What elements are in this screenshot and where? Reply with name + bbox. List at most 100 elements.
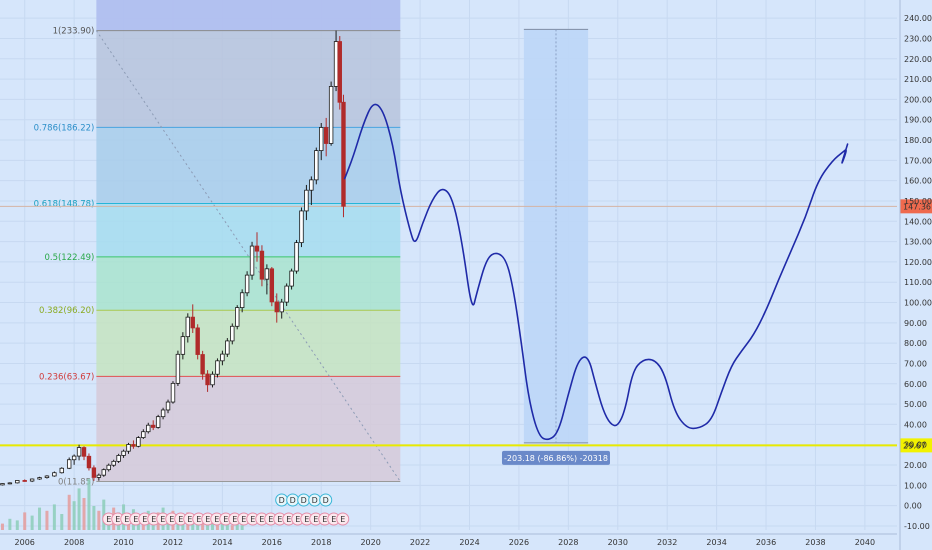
volume-bar [52,504,56,530]
candle-body [7,482,13,485]
volume-bar [201,520,205,530]
volume-bar [8,518,12,530]
earnings-marker-label: E [196,515,201,524]
earnings-marker-label: E [106,515,111,524]
candle-body [215,360,220,375]
candle-body [314,150,319,181]
earnings-marker-label: E [142,515,147,524]
candle-body [254,245,260,252]
y-tick-label: 60.00 [904,380,927,389]
price-tag-label: 147.36 [903,202,931,211]
volume-bar [72,501,76,530]
candle-body [59,467,64,474]
candle-body [180,336,186,355]
candle-body [239,292,245,309]
volume-bar [60,514,64,530]
volume-bar [67,494,71,530]
fib-band [96,376,401,482]
volume-bar [82,498,86,530]
y-tick-label: 110.00 [904,278,932,287]
volume-bar [23,512,27,530]
y-tick-label: 120.00 [904,258,932,267]
candle-body [309,179,314,191]
volume-bar [230,525,234,530]
earnings-marker-label: E [232,515,237,524]
volume-bar [87,478,91,530]
candle-body [244,274,250,294]
earnings-marker-label: E [304,515,309,524]
x-tick-label: 2022 [410,538,430,547]
volume-bar [38,507,42,530]
y-tick-label: 210.00 [904,75,932,84]
volume-bar [15,520,19,530]
y-tick-label: 160.00 [904,177,932,186]
dividend-marker-label: D [279,496,285,505]
y-tick-label: -10.00 [904,522,930,531]
y-tick-label: 130.00 [904,238,932,247]
earnings-marker-label: E [151,515,156,524]
candle-body [66,459,72,469]
earnings-marker-label: E [295,515,300,524]
candle-body [205,373,210,386]
x-tick-label: 2006 [15,538,35,547]
volume-bar [225,522,229,530]
candle-body [333,41,339,87]
candle-body [341,101,346,207]
candle-body [195,327,200,355]
y-tick-label: 10.00 [904,481,927,490]
y-tick-label: 80.00 [904,339,927,348]
candle-body [22,480,27,482]
earnings-marker-label: E [250,515,255,524]
y-tick-label: 70.00 [904,359,927,368]
earnings-marker[interactable] [336,512,350,526]
fib-trend-line [95,30,401,482]
y-tick-label: 190.00 [904,116,932,125]
candle-body [71,455,77,461]
measure-label-bg [501,450,610,465]
measure-label: -203.18 (-86.86%) -20318 [504,454,608,463]
y-tick-label: 200.00 [904,95,932,104]
candle-body [126,444,131,452]
candle-body [235,307,240,327]
candle-body [210,373,215,386]
candle-body [259,250,265,280]
candle-body [106,464,111,471]
dividend-marker-label: D [301,496,307,505]
candle-body [274,301,279,313]
candle-body [76,447,82,457]
y-tick-label: 240.00 [904,14,932,23]
y-tick-label: 220.00 [904,55,932,64]
x-tick-label: 2012 [163,538,183,547]
candle-body [319,127,324,152]
earnings-marker-label: E [268,515,273,524]
candle-body [37,477,42,480]
candle-body [151,424,156,428]
earnings-marker-label: E [259,515,264,524]
fib-level-label: 0(11.85) [58,478,94,488]
y-tick-label: 30.00 [904,441,927,450]
x-tick-label: 2008 [64,538,84,547]
candle-body [294,242,299,272]
candle-body [249,245,255,276]
x-tick-label: 2018 [311,538,331,547]
fib-level-label: 0.618(148.78) [34,199,95,209]
dividend-marker-label: D [290,496,296,505]
x-tick-label: 2024 [459,538,479,547]
earnings-marker-label: E [277,515,282,524]
measure-box [523,29,589,443]
candle-body [323,127,329,144]
earnings-marker-label: E [178,515,183,524]
x-tick-label: 2026 [509,538,529,547]
candle-body [170,382,176,403]
x-tick-label: 2014 [212,538,232,547]
y-tick-label: 150.00 [904,197,932,206]
earnings-marker-label: E [124,515,129,524]
dividend-marker[interactable] [319,493,333,507]
earnings-marker-label: E [286,515,291,524]
volume-bar [45,510,49,530]
earnings-marker-label: E [322,515,327,524]
y-tick-label: 50.00 [904,400,927,409]
candle-body [225,340,230,355]
candle-body [101,469,106,476]
